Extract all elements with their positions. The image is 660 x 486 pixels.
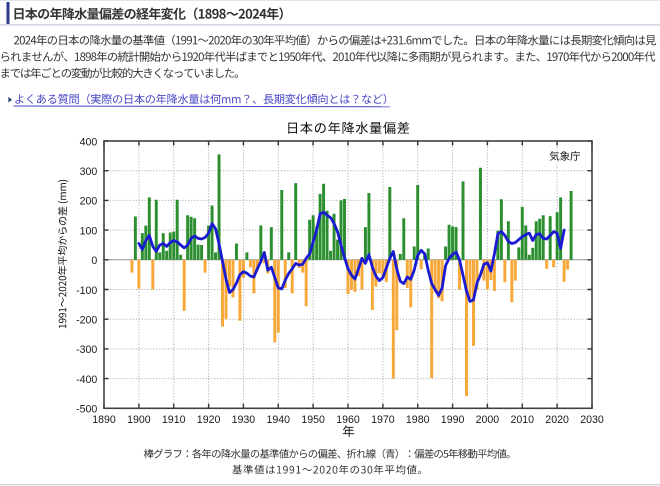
svg-text:-100: -100 [76,285,97,297]
svg-text:-400: -400 [76,374,97,386]
svg-text:2030: 2030 [580,414,604,426]
svg-text:2010: 2010 [511,414,535,426]
svg-text:1900: 1900 [127,414,151,426]
svg-text:1980: 1980 [406,414,430,426]
svg-text:0: 0 [91,255,97,267]
svg-text:1920: 1920 [197,414,221,426]
svg-text:1960: 1960 [336,414,360,426]
svg-text:-500: -500 [76,404,97,416]
svg-text:1930: 1930 [232,414,256,426]
svg-text:-300: -300 [76,344,97,356]
svg-text:200: 200 [80,196,98,208]
svg-text:1950: 1950 [301,414,325,426]
svg-text:1940: 1940 [267,414,291,426]
svg-text:100: 100 [80,225,98,237]
svg-text:2000: 2000 [476,414,500,426]
svg-text:1910: 1910 [162,414,186,426]
svg-text:1970: 1970 [371,414,395,426]
svg-text:1890: 1890 [92,414,116,426]
svg-text:300: 300 [80,166,98,178]
svg-text:400: 400 [80,136,98,148]
svg-text:2020: 2020 [545,414,569,426]
svg-text:1990: 1990 [441,414,465,426]
svg-text:-200: -200 [76,315,97,327]
